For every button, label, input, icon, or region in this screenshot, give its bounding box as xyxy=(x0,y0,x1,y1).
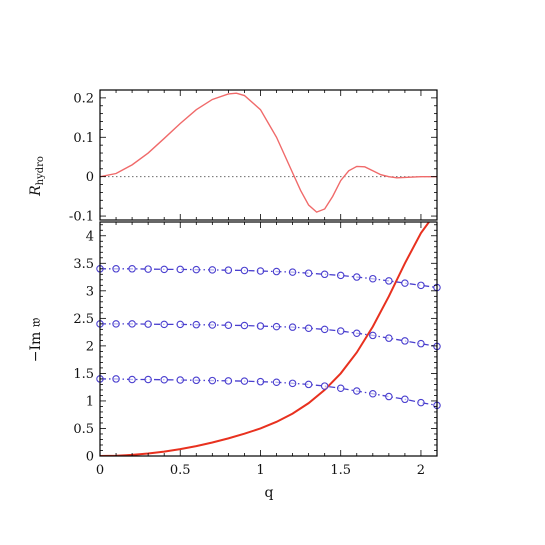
nonhydro-mode-point xyxy=(176,265,184,274)
nonhydro-mode-point xyxy=(288,268,297,276)
nonhydro-mode-point xyxy=(112,320,120,328)
bottom-y-tick-label: 3 xyxy=(86,284,94,299)
top-y-tick-label: -0.1 xyxy=(69,210,94,225)
nonhydro-mode-point xyxy=(144,320,152,328)
bottom-x-tick-label: 1.5 xyxy=(330,463,351,478)
bottom-y-tick-label: 0 xyxy=(86,450,94,465)
bottom-x-tick-label: 2 xyxy=(417,463,425,478)
nonhydro-mode-point xyxy=(160,265,168,274)
nonhydro-mode-point xyxy=(160,375,168,384)
nonhydro-mode-point xyxy=(224,377,233,385)
nonhydro-mode-point xyxy=(224,321,233,329)
nonhydro-mode-line-1 xyxy=(100,378,437,406)
nonhydro-mode-point xyxy=(401,337,409,345)
nonhydro-mode-point xyxy=(272,378,281,386)
rhydro-curve xyxy=(100,92,437,213)
nonhydro-mode-point xyxy=(369,390,377,398)
bottom-x-tick-label: 0 xyxy=(96,463,104,478)
nonhydro-mode-point xyxy=(208,266,217,274)
nonhydro-mode-line-3 xyxy=(100,268,437,289)
nonhydro-mode-line-2 xyxy=(100,323,437,348)
nonhydro-mode-point xyxy=(272,267,281,276)
nonhydro-mode-point xyxy=(288,323,297,331)
nonhydro-mode-point xyxy=(417,281,425,290)
nonhydro-mode-point xyxy=(336,271,345,280)
nonhydro-mode-point xyxy=(272,322,281,331)
top-y-tick-label: 0 xyxy=(86,170,94,185)
bottom-y-axis-label: −Im 𝔴 xyxy=(28,317,44,362)
nonhydro-mode-point xyxy=(353,273,361,281)
nonhydro-mode-point xyxy=(353,387,361,395)
nonhydro-mode-point xyxy=(417,339,425,348)
top-y-axis-label: Rhydro xyxy=(28,156,46,197)
nonhydro-mode-point xyxy=(128,375,136,384)
nonhydro-mode-point xyxy=(240,266,249,275)
hydro-mode-curve xyxy=(100,222,430,456)
bottom-x-tick-label: 1 xyxy=(256,463,264,478)
nonhydro-mode-point xyxy=(304,380,313,389)
nonhydro-mode-point xyxy=(112,375,120,383)
nonhydro-mode-point xyxy=(320,325,329,334)
nonhydro-mode-point xyxy=(320,382,329,390)
nonhydro-mode-point xyxy=(256,267,265,275)
nonhydro-mode-point xyxy=(128,265,136,273)
nonhydro-mode-point xyxy=(224,266,233,274)
bottom-y-tick-label: 0.5 xyxy=(73,422,94,437)
nonhydro-mode-point xyxy=(385,277,393,285)
bottom-y-tick-label: 4 xyxy=(86,229,94,244)
nonhydro-mode-point xyxy=(401,279,409,287)
nonhydro-mode-point xyxy=(304,269,313,277)
nonhydro-mode-point xyxy=(240,321,249,330)
top-y-tick-label: 0.2 xyxy=(73,91,94,106)
nonhydro-mode-point xyxy=(336,327,345,335)
bottom-x-tick-label: 0.5 xyxy=(170,463,191,478)
bottom-y-tick-label: 1 xyxy=(86,394,94,409)
bottom-y-tick-label: 1.5 xyxy=(73,367,94,382)
nonhydro-mode-point xyxy=(369,331,377,340)
bottom-panel-frame xyxy=(99,221,438,457)
nonhydro-mode-point xyxy=(369,274,377,283)
nonhydro-mode-point xyxy=(112,265,120,273)
nonhydro-mode-point xyxy=(336,384,345,393)
nonhydro-mode-point xyxy=(144,265,152,273)
nonhydro-mode-point xyxy=(385,334,393,342)
bottom-x-axis-label: q xyxy=(265,485,274,501)
nonhydro-mode-point xyxy=(304,324,313,333)
nonhydro-mode-point xyxy=(208,376,217,385)
bottom-y-tick-label: 3.5 xyxy=(73,257,94,272)
bottom-panel: 0 0.5 1 1.5 2 0 0.5 1 1.5 2 2.5 3 3.5 4 xyxy=(73,221,441,478)
nonhydro-mode-point xyxy=(401,395,409,404)
bottom-y-tick-label: 2.5 xyxy=(73,312,94,327)
nonhydro-mode-point xyxy=(417,398,425,407)
nonhydro-mode-point xyxy=(144,375,152,384)
nonhydro-mode-point xyxy=(288,379,297,388)
nonhydro-mode-point xyxy=(192,320,201,329)
nonhydro-mode-point xyxy=(160,320,168,329)
nonhydro-mode-point xyxy=(385,392,393,401)
nonhydro-mode-point xyxy=(192,265,201,274)
bottom-y-tick-label: 2 xyxy=(86,339,94,354)
nonhydro-mode-point xyxy=(320,270,329,279)
nonhydro-mode-point xyxy=(128,320,136,328)
nonhydro-mode-point xyxy=(192,376,201,385)
nonhydro-mode-point xyxy=(176,376,184,384)
top-panel: 0.2 0.1 0 -0.1 xyxy=(69,89,438,225)
nonhydro-mode-point xyxy=(240,377,249,385)
nonhydro-mode-point xyxy=(176,320,184,329)
top-y-tick-label: 0.1 xyxy=(73,131,94,146)
nonhydro-mode-point xyxy=(256,377,265,386)
nonhydro-mode-point xyxy=(208,321,217,329)
nonhydro-mode-point xyxy=(256,322,265,330)
top-panel-frame xyxy=(99,89,438,221)
nonhydro-mode-point xyxy=(353,329,361,337)
